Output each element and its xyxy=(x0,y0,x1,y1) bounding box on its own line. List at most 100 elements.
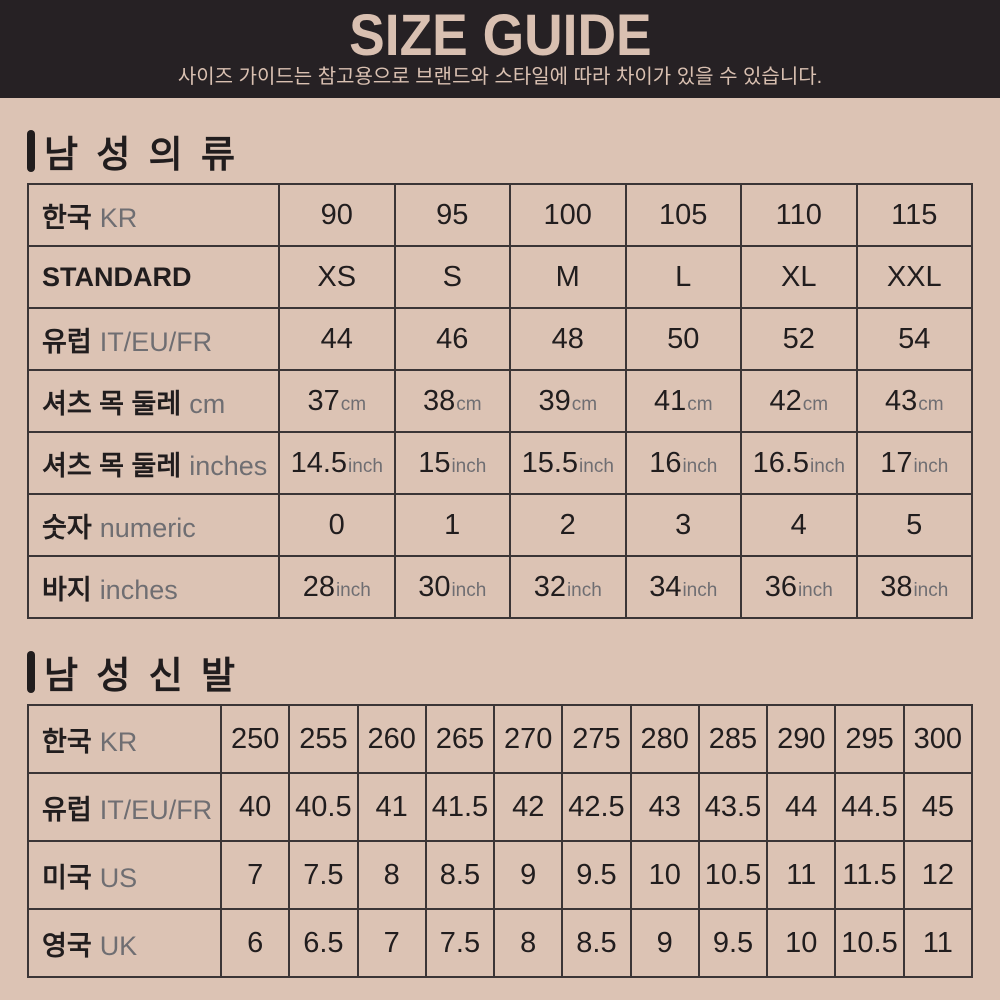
cell-value: 11.5 xyxy=(842,858,897,891)
cell-value: 28 xyxy=(302,570,335,603)
row-label-suffix: UK xyxy=(99,930,138,961)
cell-unit: inch xyxy=(682,579,718,601)
size-cell: 9 xyxy=(629,908,700,978)
cell-value: 50 xyxy=(667,322,700,355)
size-cell: 30inch xyxy=(393,555,511,619)
cell-value: 2 xyxy=(559,508,576,541)
page-title: SIZE GUIDE xyxy=(348,3,652,68)
cell-unit: inch xyxy=(913,455,949,477)
cell-value: 38 xyxy=(422,384,456,417)
cell-value: 43 xyxy=(648,790,681,823)
cell-value: 6.5 xyxy=(303,926,344,959)
cell-value: 8.5 xyxy=(439,858,481,891)
section-marker-bar xyxy=(27,651,35,693)
cell-value: 105 xyxy=(659,198,708,231)
cell-value: 10 xyxy=(648,858,681,891)
cell-value: 5 xyxy=(906,508,923,541)
size-cell: 100 xyxy=(509,183,627,247)
cell-unit: inch xyxy=(348,455,383,477)
cell-value: 265 xyxy=(435,722,485,755)
cell-value: 17 xyxy=(880,446,913,479)
cell-unit: inch xyxy=(913,579,949,601)
table-row: 숫자 numeric 0 1 2 3 4 5 xyxy=(27,493,973,557)
cell-value: 48 xyxy=(551,322,584,355)
section-title: 남 성 신 발 xyxy=(44,655,239,696)
row-label-text: 셔츠 목 둘레 xyxy=(42,450,182,481)
row-label: 영국 UK xyxy=(27,908,222,978)
size-cell: 43cm xyxy=(855,369,973,433)
size-cell: 34inch xyxy=(624,555,742,619)
cell-unit: inch xyxy=(579,455,614,477)
size-cell: 32inch xyxy=(509,555,627,619)
table-row: 바지 inches 28inch 30inch 32inch 34inch 36inch 38… xyxy=(27,555,973,619)
size-cell: 37cm xyxy=(278,369,396,433)
size-cell: XS xyxy=(278,245,396,309)
cell-value: 52 xyxy=(782,322,815,355)
cell-unit: cm xyxy=(918,393,944,415)
table-row: 유럽 IT/EU/FR 40 40.5 41 41.5 42 42.5 43 43.5 44 44.5… xyxy=(27,772,974,842)
size-cell: 105 xyxy=(624,183,742,247)
cell-value: 3 xyxy=(675,508,692,541)
cell-value: 270 xyxy=(504,722,553,755)
section-heading-mens-shoes: 남 성 신 발 xyxy=(27,650,973,696)
row-label-suffix: KR xyxy=(99,726,138,757)
cell-value: 250 xyxy=(230,722,280,755)
cell-unit: inch xyxy=(682,455,718,477)
cell-value: 15.5 xyxy=(521,446,579,479)
size-cell: 9.5 xyxy=(561,840,632,910)
cell-value: 41.5 xyxy=(431,790,489,823)
cell-value: 6 xyxy=(247,926,264,959)
size-cell: 8 xyxy=(356,840,427,910)
table-row: 셔츠 목 둘레 cm 37cm 38cm 39cm 41cm 42cm 43cm xyxy=(27,369,973,433)
row-label: 유럽 IT/EU/FR xyxy=(27,307,280,371)
size-cell: 8 xyxy=(493,908,564,978)
size-cell: 38cm xyxy=(393,369,511,433)
cell-value: 39 xyxy=(538,384,571,417)
size-cell: 43.5 xyxy=(697,772,769,842)
cell-unit: inch xyxy=(451,579,487,601)
cell-value: 16.5 xyxy=(752,446,810,479)
size-cell: 50 xyxy=(624,307,742,371)
size-cell: 7 xyxy=(356,908,427,978)
cell-unit: inch xyxy=(451,455,487,477)
page-subtitle: 사이즈 가이드는 참고용으로 브랜드와 스타일에 따라 차이가 있을 수 있습니… xyxy=(177,66,823,88)
cell-value: 41 xyxy=(653,384,687,417)
size-cell: 36inch xyxy=(740,555,858,619)
cell-value: 11 xyxy=(786,858,817,891)
cell-value: 14.5 xyxy=(290,446,348,479)
size-cell: 44 xyxy=(766,772,837,842)
cell-value: 110 xyxy=(775,198,822,231)
cell-value: S xyxy=(442,260,462,293)
cell-value: 275 xyxy=(572,722,621,755)
cell-value: 9 xyxy=(656,926,673,959)
size-cell: 16.5inch xyxy=(740,431,858,495)
cell-value: 45 xyxy=(921,790,954,823)
size-cell: 110 xyxy=(740,183,858,247)
size-cell: 28inch xyxy=(278,555,396,619)
size-table-mens-clothing: 한국 KR 90 95 100 105 110 115 STANDARD XS S M L XL XXL 유럽… xyxy=(27,183,973,619)
cell-value: 9.5 xyxy=(712,926,754,959)
cell-value: 54 xyxy=(898,322,931,355)
cell-value: 41 xyxy=(375,790,408,823)
table-row: 영국 UK 6 6.5 7 7.5 8 8.5 9 9.5 10 10.5 11 xyxy=(27,908,974,978)
row-label: 셔츠 목 둘레 cm xyxy=(27,369,280,433)
row-label: 한국 KR xyxy=(27,183,280,247)
cell-value: 260 xyxy=(367,722,416,755)
row-label-text: 셔츠 목 둘레 xyxy=(42,388,182,419)
row-label-suffix: inches xyxy=(99,574,178,605)
cell-unit: inch xyxy=(810,455,845,477)
cell-value: XXL xyxy=(886,260,942,293)
header-band: SIZE GUIDE 사이즈 가이드는 참고용으로 브랜드와 스타일에 따라 차… xyxy=(0,0,1000,98)
cell-value: 30 xyxy=(418,570,451,603)
cell-value: 100 xyxy=(543,198,592,231)
cell-value: 8 xyxy=(383,858,400,891)
cell-value: 37 xyxy=(307,384,340,417)
size-cell: 265 xyxy=(424,704,496,774)
cell-value: 90 xyxy=(320,198,353,231)
cell-value: 38 xyxy=(880,570,913,603)
size-cell: 10.5 xyxy=(834,908,905,978)
size-cell: 11 xyxy=(902,908,974,978)
size-table-mens-shoes: 한국 KR 250 255 260 265 270 275 280 285 290 295 300 유럽 I… xyxy=(27,704,974,978)
size-cell: 2 xyxy=(509,493,627,557)
size-cell: 260 xyxy=(356,704,427,774)
